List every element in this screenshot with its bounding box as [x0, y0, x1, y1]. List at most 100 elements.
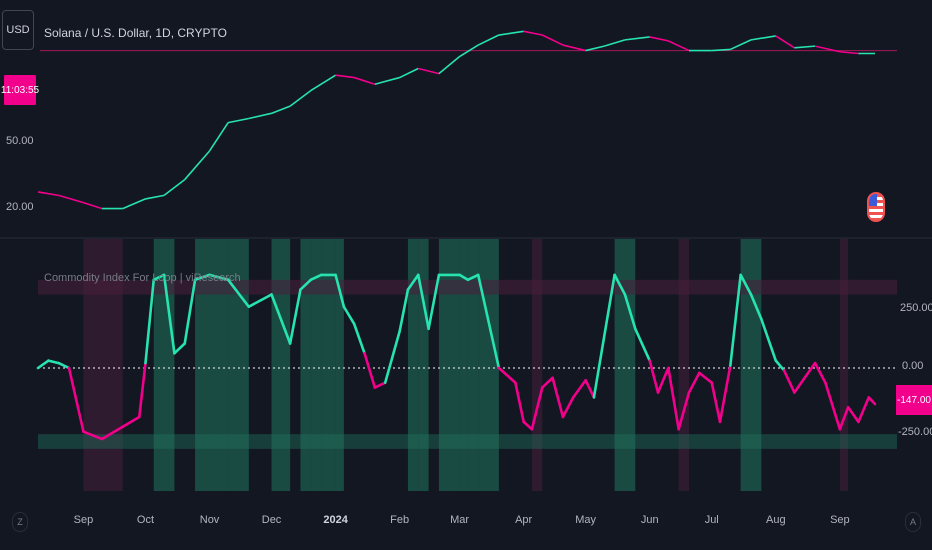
- indicator-series: [36, 273, 877, 441]
- price-label-20: 20.00: [6, 201, 34, 213]
- indicator-segment-6: [121, 415, 141, 429]
- price-segment-17: [399, 67, 419, 79]
- indicator-segment-27: [383, 329, 401, 385]
- price-segment-35: [775, 35, 795, 49]
- indicator-segment-20: [309, 273, 323, 282]
- signal-zone-14: [209, 239, 229, 491]
- indicator-label-0: 0.00: [902, 360, 924, 372]
- price-segment-27: [604, 39, 626, 47]
- indicator-segment-69: [846, 405, 860, 424]
- indicator-segment-35: [476, 273, 501, 370]
- indicator-segment-10: [162, 273, 176, 355]
- scale-right-button[interactable]: A: [905, 512, 921, 532]
- price-segment-36: [794, 45, 816, 49]
- signal-zone-19: [300, 239, 311, 491]
- indicator-segment-18: [288, 288, 302, 345]
- signal-zone-34: [467, 239, 479, 491]
- signal-zone-33: [459, 239, 468, 491]
- indicator-segment-4: [82, 430, 104, 441]
- indicator-segment-17: [270, 293, 292, 345]
- indicator-segment-7: [137, 361, 147, 419]
- price-segment-32: [711, 48, 731, 52]
- price-segment-30: [667, 40, 690, 52]
- indicator-segment-63: [782, 369, 796, 394]
- indicator-segment-40: [540, 376, 554, 389]
- price-segment-23: [523, 30, 543, 36]
- signal-zone-60: [751, 239, 762, 491]
- indicator-segment-51: [656, 366, 670, 394]
- signal-zone-22: [335, 239, 344, 491]
- indicator-segment-37: [514, 381, 525, 424]
- signal-zone-17: [271, 239, 291, 491]
- indicator-segment-11: [173, 342, 187, 355]
- signal-zone-21: [321, 239, 336, 491]
- indicator-segment-8: [144, 278, 156, 365]
- indicator-label-250: 250.00: [900, 302, 932, 314]
- indicator-segment-15: [226, 278, 251, 309]
- price-segment-38: [839, 50, 859, 55]
- indicator-segment-3: [67, 366, 85, 434]
- month-label-9: Jun: [640, 514, 659, 526]
- price-segment-26: [585, 45, 605, 52]
- indicator-segment-2: [57, 361, 71, 370]
- price-segment-7: [184, 150, 211, 181]
- indicator-segment-31: [427, 273, 441, 331]
- signal-zone-29: [407, 239, 419, 491]
- month-label-12: Sep: [830, 514, 850, 526]
- price-segment-8: [208, 122, 229, 152]
- signal-zones: [83, 239, 849, 491]
- indicator-segment-70: [857, 396, 871, 424]
- indicator-segment-22: [334, 273, 346, 309]
- indicator-segment-24: [352, 322, 366, 355]
- indicator-segment-29: [406, 273, 420, 291]
- price-segment-15: [353, 76, 376, 86]
- signal-zone-9: [153, 239, 165, 491]
- bar-countdown: 11:03:55: [1, 75, 39, 105]
- indicator-segment-50: [648, 359, 660, 394]
- price-segment-24: [541, 34, 564, 46]
- price-segment-25: [562, 44, 586, 52]
- price-segment-22: [498, 30, 524, 36]
- indicator-segment-14: [208, 273, 230, 282]
- indicator-current-value: -147.00: [896, 385, 932, 415]
- signal-zone-32: [438, 239, 460, 491]
- indicator-title: Commodity Index For Loop | viResearch: [44, 272, 241, 284]
- price-segment-34: [750, 35, 776, 41]
- price-segment-28: [624, 36, 650, 41]
- month-label-2: Nov: [199, 514, 220, 526]
- indicator-segment-67: [824, 381, 842, 431]
- signal-zone-30: [418, 239, 429, 491]
- indicator-segment-12: [183, 278, 197, 345]
- price-segment-6: [163, 178, 186, 196]
- indicator-segment-39: [530, 386, 544, 431]
- price-segment-0: [37, 191, 59, 197]
- us-flag-icon[interactable]: [867, 192, 885, 222]
- indicator-segment-42: [561, 396, 575, 419]
- indicator-segment-54: [687, 371, 701, 394]
- price-segment-18: [418, 67, 440, 75]
- indicator-segment-9: [152, 273, 166, 282]
- price-segment-11: [271, 105, 291, 115]
- scale-left-button[interactable]: Z: [12, 512, 28, 532]
- indicator-segment-45: [592, 334, 606, 399]
- month-label-3: Dec: [261, 514, 282, 526]
- indicator-segment-68: [838, 405, 850, 431]
- price-segment-33: [729, 39, 752, 51]
- month-label-7: Apr: [515, 514, 533, 526]
- signal-zone-68: [839, 239, 849, 491]
- signal-zone-10: [164, 239, 175, 491]
- indicator-segment-58: [729, 273, 742, 367]
- price-segment-1: [58, 194, 84, 204]
- price-segment-10: [248, 112, 272, 120]
- currency-button[interactable]: USD: [2, 10, 34, 50]
- upper-band: [38, 279, 897, 295]
- price-segment-5: [145, 194, 165, 200]
- indicator-segment-5: [100, 425, 125, 441]
- lower-band: [38, 434, 897, 449]
- price-segment-29: [649, 36, 669, 42]
- month-label-11: Aug: [766, 514, 786, 526]
- indicator-segment-48: [623, 293, 637, 331]
- indicator-segment-16: [247, 293, 273, 309]
